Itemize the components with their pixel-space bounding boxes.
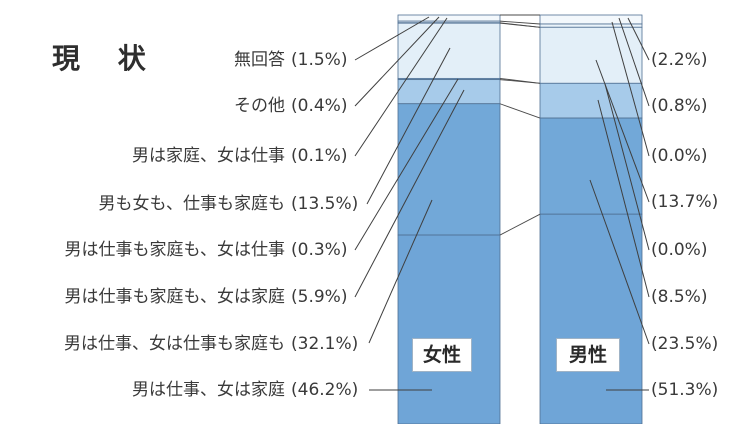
bar-segment-male-6 (539, 117, 643, 215)
female-value-label-men-work-women-home: (46.2%) (291, 380, 359, 400)
legend-label-men-work-women-home: 男は仕事、女は家庭 (132, 380, 285, 400)
legend-label-men-home-women-work: 男は家庭、女は仕事 (132, 146, 285, 166)
female-value-label-men-work-women-both: (32.1%) (291, 334, 359, 354)
leader-line-female-no-answer (354, 16, 430, 61)
chart-title: 現 状 (52, 42, 160, 75)
bar-segment-male-5 (539, 82, 643, 119)
bar-segment-male-7 (539, 213, 643, 424)
category-label-female: 女性 (412, 338, 472, 372)
leader-line-male-no-answer (627, 17, 650, 61)
male-value-label-both-work-and-home: (13.7%) (651, 192, 719, 212)
segment-connector-line-6 (499, 103, 541, 119)
category-label-male: 男性 (556, 338, 620, 372)
leader-line-male-men-both-women-home (597, 99, 650, 298)
female-value-label-both-work-and-home: (13.5%) (291, 194, 359, 214)
segment-connector-line-1 (499, 20, 541, 25)
male-value-label-men-home-women-work: (0.0%) (651, 146, 708, 166)
legend-label-men-work-women-both: 男は仕事、女は仕事も家庭も (64, 334, 285, 354)
legend-label-other: その他 (234, 96, 285, 116)
leader-line-female-men-work-women-both (368, 199, 433, 344)
leader-line-female-men-both-women-work (354, 78, 459, 251)
leader-line-male-men-both-women-work (604, 83, 650, 251)
leader-line-female-men-home-women-work (354, 17, 448, 157)
bar-segment-female-7 (397, 234, 501, 424)
bar-segment-female-6 (397, 103, 501, 236)
female-value-label-men-both-women-work: (0.3%) (291, 240, 348, 260)
bars-layer (397, 14, 643, 424)
legend-label-men-both-women-home: 男は仕事も家庭も、女は家庭 (64, 287, 286, 307)
male-value-label-men-work-women-both: (23.5%) (651, 334, 719, 354)
bar-segment-male-1 (539, 23, 643, 28)
leader-line-male-men-work-women-both (589, 179, 650, 345)
leader-line-female-men-both-women-home (354, 89, 465, 298)
legend-label-both-work-and-home: 男も女も、仕事も家庭も (98, 194, 286, 214)
bar-segment-female-5 (397, 79, 501, 105)
male-value-label-no-answer: (2.2%) (651, 50, 708, 70)
bar-segment-female-0 (397, 14, 501, 22)
leader-line-female-both-work-and-home (366, 47, 451, 205)
leader-line-male-both-work-and-home (595, 59, 650, 203)
connectors-layer (499, 14, 541, 236)
leader-lines (354, 16, 650, 391)
segment-connector-line-7 (499, 213, 541, 236)
female-value-label-men-home-women-work: (0.1%) (291, 146, 348, 166)
legend-label-men-both-women-work: 男は仕事も家庭も、女は仕事 (64, 240, 286, 260)
leader-line-male-men-home-women-work (611, 21, 650, 157)
female-value-label-no-answer: (1.5%) (291, 50, 348, 70)
male-value-label-men-both-women-home: (8.5%) (651, 287, 708, 307)
leader-line-male-other (618, 17, 650, 107)
male-value-label-men-work-women-home: (51.3%) (651, 380, 719, 400)
female-value-label-men-both-women-home: (5.9%) (291, 287, 348, 307)
legend-label-no-answer: 無回答 (234, 50, 285, 70)
leader-line-female-other (354, 16, 440, 107)
female-value-label-other: (0.4%) (291, 96, 348, 116)
segment-connector-line-3 (499, 22, 541, 28)
segment-connector-line-5 (499, 79, 541, 84)
male-value-label-men-both-women-work: (0.0%) (651, 240, 708, 260)
bar-segment-male-0 (539, 14, 643, 25)
male-value-label-other: (0.8%) (651, 96, 708, 116)
